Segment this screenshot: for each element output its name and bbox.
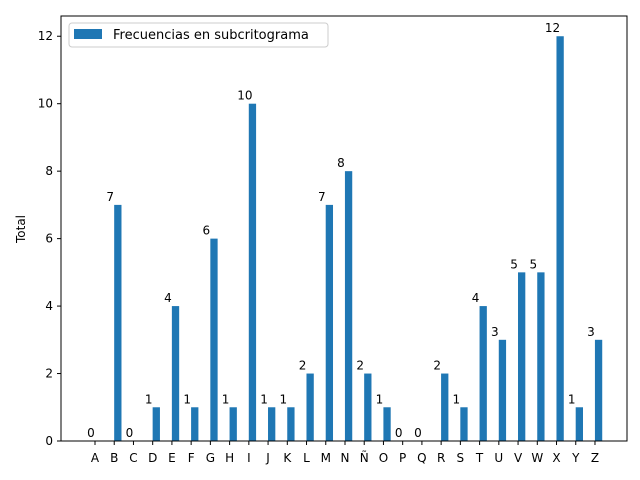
bar-G	[210, 238, 218, 441]
bar-T	[479, 306, 487, 441]
x-tick-label-R: R	[437, 451, 445, 465]
bar-S	[460, 407, 468, 441]
data-label-I: 10	[237, 89, 252, 103]
bar-D	[152, 407, 160, 441]
bar-J	[268, 407, 276, 441]
legend-swatch	[74, 29, 102, 39]
x-tick-label-O: O	[379, 451, 388, 465]
data-label-V: 5	[510, 257, 518, 271]
data-label-Q: 0	[414, 426, 422, 440]
bar-O	[383, 407, 391, 441]
x-tick-label-Z: Z	[591, 451, 599, 465]
x-tick-label-N: N	[340, 451, 349, 465]
data-label-Z: 3	[587, 325, 595, 339]
bar-H	[229, 407, 237, 441]
data-label-R: 2	[433, 359, 441, 373]
y-tick-label-6: 6	[45, 232, 53, 246]
bar-N	[344, 171, 353, 441]
data-label-H: 1	[222, 392, 230, 406]
bar-B	[114, 204, 122, 441]
data-label-G: 6	[203, 224, 211, 238]
x-tick-label-A: A	[91, 451, 100, 465]
x-tick-label-S: S	[457, 451, 465, 465]
data-label-K: 1	[279, 392, 287, 406]
data-label-N: 8	[337, 156, 345, 170]
data-label-X: 12	[545, 21, 560, 35]
data-label-D: 1	[145, 392, 153, 406]
data-label-L: 2	[299, 359, 307, 373]
x-tick-label-G: G	[206, 451, 215, 465]
legend-box	[68, 22, 329, 48]
bar-I	[248, 103, 257, 441]
bar-X	[556, 36, 564, 442]
y-tick-label-8: 8	[45, 164, 53, 178]
x-tick-label-Ñ: Ñ	[360, 450, 369, 465]
data-label-P: 0	[395, 426, 403, 440]
y-axis-label: Total	[14, 215, 28, 244]
legend-label: Frecuencias en subcritograma	[113, 28, 309, 43]
x-tick-label-M: M	[321, 451, 331, 465]
data-label-F: 1	[183, 392, 191, 406]
x-tick-label-V: V	[514, 451, 523, 465]
x-tick-label-J: J	[265, 451, 270, 465]
y-tick-label-0: 0	[45, 434, 53, 448]
x-tick-label-Q: Q	[417, 451, 426, 465]
x-tick-label-E: E	[168, 451, 176, 465]
data-label-O: 1	[376, 392, 384, 406]
data-label-A: 0	[87, 426, 95, 440]
data-label-J: 1	[260, 392, 268, 406]
x-tick-label-L: L	[303, 451, 310, 465]
y-tick-label-2: 2	[45, 367, 53, 381]
data-label-T: 4	[472, 291, 480, 305]
bar-V	[518, 272, 526, 441]
data-label-Ñ: 2	[356, 359, 364, 373]
y-tick-label-10: 10	[38, 97, 53, 111]
y-tick-label-12: 12	[38, 29, 53, 43]
x-tick-label-B: B	[110, 451, 118, 465]
x-tick-label-C: C	[129, 451, 137, 465]
bar-M	[325, 204, 334, 441]
legend: Frecuencias en subcritograma	[68, 22, 329, 48]
data-label-M: 7	[318, 190, 326, 204]
x-tick-label-T: T	[475, 451, 484, 465]
data-label-Y: 1	[568, 392, 576, 406]
data-label-W: 5	[529, 257, 537, 271]
x-tick-label-Y: Y	[571, 451, 580, 465]
x-tick-label-U: U	[494, 451, 503, 465]
bar-Ñ	[364, 373, 372, 441]
x-tick-label-W: W	[531, 451, 543, 465]
data-label-B: 7	[106, 190, 114, 204]
bar-W	[537, 272, 545, 441]
x-tick-label-I: I	[247, 451, 251, 465]
x-tick-label-K: K	[283, 451, 292, 465]
y-tick-label-4: 4	[45, 299, 53, 313]
data-label-U: 3	[491, 325, 499, 339]
x-tick-label-H: H	[225, 451, 234, 465]
bar-Z	[594, 339, 603, 441]
bar-E	[171, 306, 180, 441]
data-label-C: 0	[126, 426, 134, 440]
data-label-S: 1	[453, 392, 461, 406]
bars-group	[114, 36, 603, 442]
x-tick-label-D: D	[148, 451, 157, 465]
bar-U	[498, 339, 507, 441]
x-tick-label-P: P	[399, 451, 406, 465]
y-axis: 0 2 4 6 8 10 12	[38, 29, 61, 448]
bar-F	[191, 407, 199, 441]
data-label-E: 4	[164, 291, 172, 305]
bar-K	[287, 407, 295, 441]
bar-Y	[575, 407, 583, 441]
bar-R	[441, 373, 449, 441]
x-tick-label-X: X	[552, 451, 560, 465]
x-tick-label-F: F	[188, 451, 195, 465]
bar-L	[306, 373, 314, 441]
plot-frame	[60, 15, 628, 442]
